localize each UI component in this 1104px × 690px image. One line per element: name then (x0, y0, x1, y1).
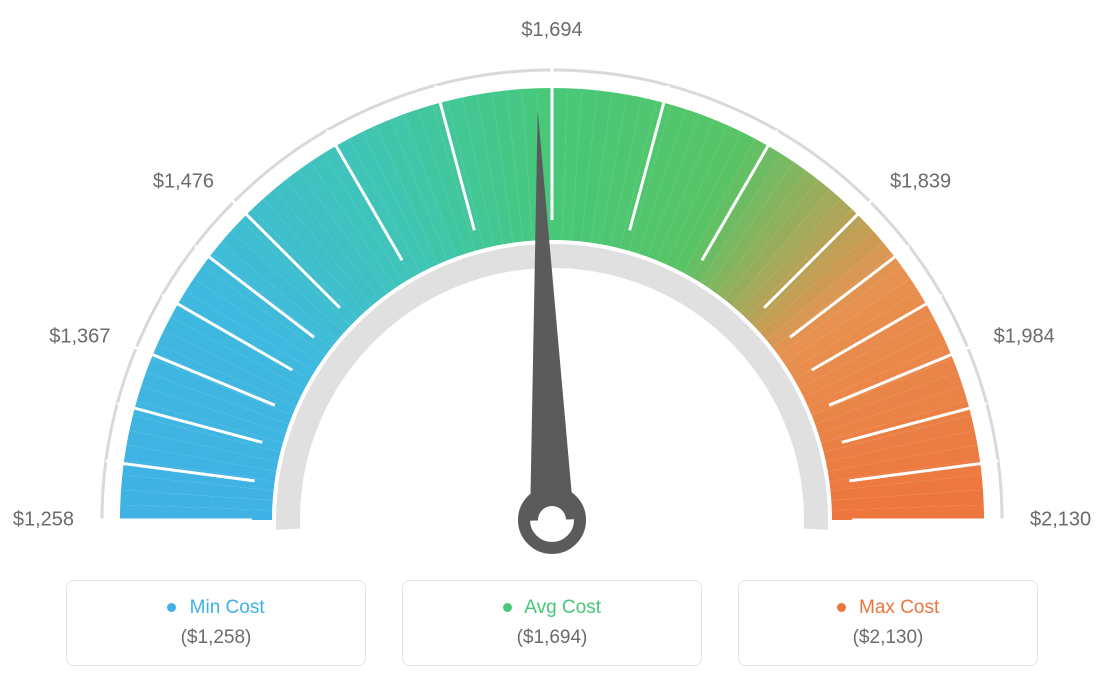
gauge-tick-label: $1,984 (994, 326, 1055, 349)
legend-min-dot-icon (167, 603, 176, 612)
gauge-tick-label: $1,476 (153, 171, 214, 194)
legend-avg-title: Avg Cost (413, 597, 691, 619)
legend-min-box: Min Cost ($1,258) (66, 580, 366, 666)
gauge-tick-label: $2,130 (1030, 509, 1091, 532)
gauge-tick-label: $1,258 (13, 509, 74, 532)
gauge-tick-label: $1,839 (890, 171, 951, 194)
legend-min-title: Min Cost (77, 597, 355, 619)
gauge-container: $1,258 $1,367 $1,476 $1,694 $1,839 $1,984 $2,1… (0, 0, 1104, 560)
gauge-chart (92, 40, 1012, 560)
legend-max-box: Max Cost ($2,130) (738, 580, 1038, 666)
legend-min-label: Min Cost (190, 597, 265, 618)
legend-min-value: ($1,258) (77, 627, 355, 649)
legend-max-label: Max Cost (859, 597, 939, 618)
legend-avg-dot-icon (503, 603, 512, 612)
legend-avg-label: Avg Cost (524, 597, 601, 618)
legend-row: Min Cost ($1,258) Avg Cost ($1,694) Max … (0, 580, 1104, 666)
legend-max-value: ($2,130) (749, 627, 1027, 649)
gauge-tick-label: $1,367 (49, 326, 110, 349)
legend-avg-box: Avg Cost ($1,694) (402, 580, 702, 666)
legend-max-title: Max Cost (749, 597, 1027, 619)
legend-max-dot-icon (837, 603, 846, 612)
legend-avg-value: ($1,694) (413, 627, 691, 649)
gauge-tick-label: $1,694 (521, 19, 582, 42)
